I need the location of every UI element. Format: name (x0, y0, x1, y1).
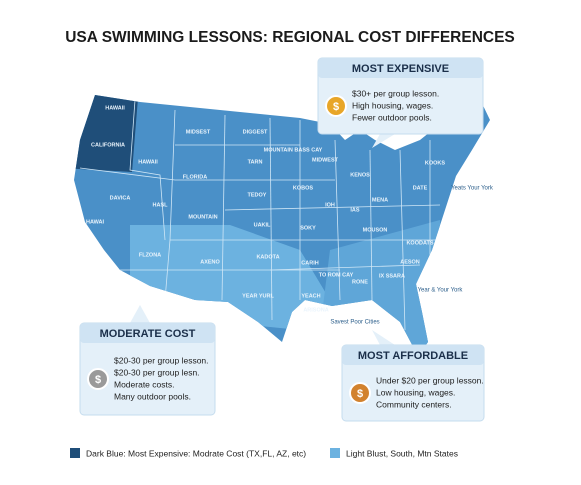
state-label: KOODATS (406, 240, 433, 246)
coin-symbol: $ (357, 388, 363, 400)
callout-title: MOST EXPENSIVE (352, 63, 449, 75)
callout-pointer (372, 134, 395, 148)
map-annotation: Savest Poor Cities (330, 320, 379, 326)
state-label: MENA (372, 197, 388, 203)
state-label: TEDOY (248, 192, 267, 198)
state-label: IX SSARA (379, 273, 405, 279)
callout-line: Under $20 per group lesson. (376, 375, 484, 385)
state-label: KENOS (350, 172, 370, 178)
callout-header (318, 58, 483, 78)
state-label: DAVICA (110, 195, 131, 201)
legend-swatch (70, 448, 80, 458)
state-label: AXENO (200, 259, 220, 265)
coin-icon (349, 382, 371, 404)
callout-title: MOST AFFORDABLE (358, 350, 468, 362)
state-label: SOKY (300, 225, 316, 231)
state-label: DIGGEST (243, 129, 268, 135)
state-label: HAWAII (138, 159, 158, 165)
state-label: HAWAI (86, 219, 105, 225)
state-label: CARIH (301, 260, 318, 266)
state-label: TARN (248, 159, 263, 165)
legend-label: Dark Blue: Most Expensive: Modrate Cost … (86, 448, 306, 458)
state-label: DATE (413, 185, 428, 191)
state-borders (79, 99, 441, 331)
map-annotation: Year & Your York (418, 288, 464, 294)
callout-line: $20-30 per group lesson. (114, 355, 209, 365)
callout-line: Fewer outdoor pools. (352, 112, 432, 122)
coin-symbol: $ (95, 374, 101, 386)
coin-icon (87, 368, 109, 390)
state-label: ARISONA (303, 307, 328, 313)
state-label: MIDSEST (186, 129, 211, 135)
coin-symbol: $ (333, 101, 339, 113)
state-label: RONE (352, 279, 368, 285)
state-label: UAKIL (254, 222, 271, 228)
callout-line: $30+ per group lesson. (352, 88, 439, 98)
callout-header (342, 345, 484, 365)
callout-line: Low housing, wages. (376, 387, 455, 397)
callout: MOST EXPENSIVE $ $30+ per group lesson. Hig… (317, 57, 484, 148)
callout-line: Many outdoor pools. (114, 391, 191, 401)
state-label: KOBOS (293, 185, 314, 191)
state-label: IAS (350, 207, 360, 213)
callout: MODERATE COST $ $20-30 per group lesson. $2… (79, 305, 216, 416)
state-label: HASL (153, 202, 169, 208)
state-label: YEACH (301, 293, 320, 299)
state-label: AESON (400, 259, 420, 265)
callout-pointer (130, 305, 150, 323)
callout-line: Community centers. (376, 399, 452, 409)
callout-line: High housing, wages. (352, 100, 433, 110)
state-label: KADOTA (256, 254, 279, 260)
state-label: KOOKS (425, 160, 446, 166)
callout-title: MODERATE COST (100, 328, 196, 340)
state-label: YEAR YURL (242, 293, 274, 299)
callout-line: $20-30 per group lesn. (114, 367, 200, 377)
region-west-coast (74, 95, 138, 172)
callout: MOST AFFORDABLE $ Under $20 per group less… (341, 330, 485, 422)
callout-pointer (372, 330, 395, 345)
state-label: FLORIDA (183, 174, 207, 180)
state-label: MOUSON (363, 227, 388, 233)
state-label: IOH (325, 202, 335, 208)
state-label: MIDWEST (312, 157, 339, 163)
legend-swatch (330, 448, 340, 458)
legend-label: Light Blust, South, Mtn States (346, 448, 458, 458)
callout-header (80, 323, 215, 343)
state-label: FLZONA (139, 252, 161, 258)
state-label: MOUNTAIN BASS CAY (264, 147, 323, 153)
state-label: HAWAII (105, 105, 125, 111)
callout-line: Moderate costs. (114, 379, 174, 389)
state-label: MOUNTAIN (188, 214, 217, 220)
coin-icon (325, 95, 347, 117)
title: USA SWIMMING LESSONS: REGIONAL COST DIFF… (65, 29, 515, 46)
map-annotation: Yeats Your York (451, 186, 494, 192)
state-label: TO ROM CAY (319, 272, 354, 278)
state-label: CALIFORNIA (91, 142, 125, 148)
